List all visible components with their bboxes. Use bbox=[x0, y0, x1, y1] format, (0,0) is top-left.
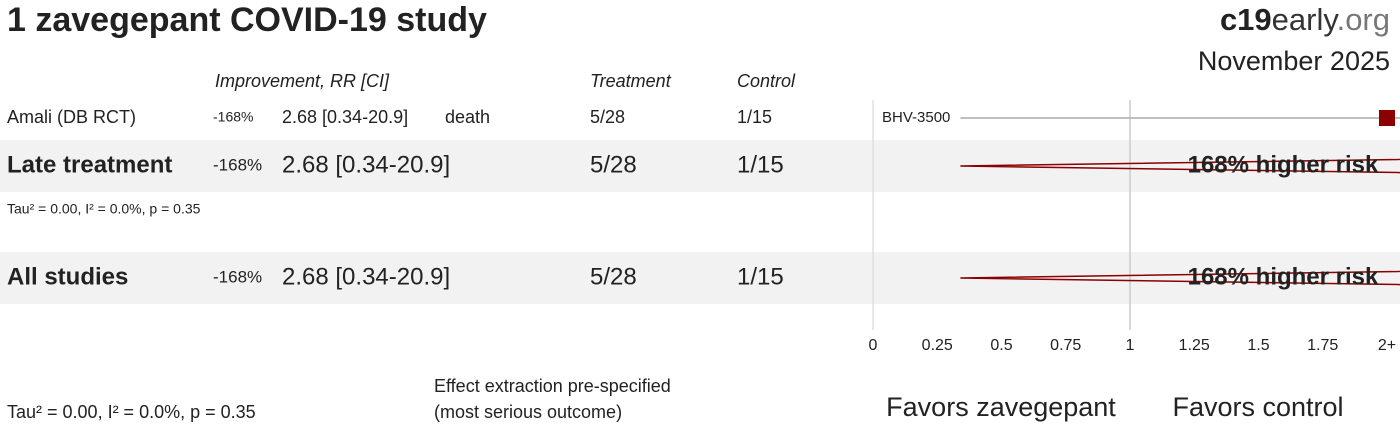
title: 1 zavegepant COVID-19 study bbox=[7, 1, 487, 39]
outcome: death bbox=[445, 107, 490, 127]
rr-ci: 2.68 [0.34-20.9] bbox=[282, 107, 408, 127]
effect-marker bbox=[1379, 110, 1395, 126]
summary-diamond bbox=[960, 270, 1400, 286]
x-tick-label: 0 bbox=[869, 337, 878, 354]
rr-ci: 2.68 [0.34-20.9] bbox=[282, 263, 450, 290]
favors-right: Favors control bbox=[1172, 392, 1343, 422]
improvement: -168% bbox=[213, 109, 253, 125]
row-stats: Tau² = 0.00, I² = 0.0%, p = 0.35 bbox=[7, 201, 201, 217]
control: 1/15 bbox=[737, 263, 784, 290]
rr-ci: 2.68 [0.34-20.9] bbox=[282, 151, 450, 178]
x-tick-label: 1.5 bbox=[1247, 337, 1269, 354]
note: Effect extraction pre-specified bbox=[434, 376, 671, 396]
note: (most serious outcome) bbox=[434, 402, 622, 422]
row-band bbox=[0, 252, 1400, 304]
row-name: Amali (DB RCT) bbox=[7, 107, 136, 127]
row-band bbox=[0, 140, 1400, 192]
plot-area bbox=[960, 110, 1400, 286]
x-tick-label: 1 bbox=[1126, 337, 1135, 354]
annotation: 168% higher risk bbox=[1188, 151, 1379, 178]
treatment: 5/28 bbox=[590, 151, 637, 178]
x-tick-label: 2+ bbox=[1378, 337, 1396, 354]
date: November 2025 bbox=[1198, 46, 1390, 76]
improvement: -168% bbox=[213, 155, 262, 174]
control: 1/15 bbox=[737, 107, 772, 127]
column-header: Treatment bbox=[590, 71, 672, 91]
column-header: Improvement, RR [CI] bbox=[215, 71, 390, 91]
x-tick-label: 0.25 bbox=[922, 337, 953, 354]
brand: c19early.org bbox=[1220, 2, 1390, 37]
x-tick-label: 1.25 bbox=[1179, 337, 1210, 354]
summary-diamond bbox=[960, 158, 1400, 174]
improvement: -168% bbox=[213, 267, 262, 286]
favors-left: Favors zavegepant bbox=[886, 392, 1116, 422]
column-header: Control bbox=[737, 71, 796, 91]
x-tick-label: 1.75 bbox=[1307, 337, 1338, 354]
footer-stats: Tau² = 0.00, I² = 0.0%, p = 0.35 bbox=[7, 402, 256, 422]
brand-part: .org bbox=[1337, 2, 1390, 37]
plot-label: BHV-3500 bbox=[882, 109, 950, 126]
brand-part: early bbox=[1272, 2, 1340, 37]
row-name: All studies bbox=[7, 263, 128, 290]
x-tick-label: 0.75 bbox=[1050, 337, 1081, 354]
brand-part: c19 bbox=[1220, 2, 1272, 37]
control: 1/15 bbox=[737, 151, 784, 178]
treatment: 5/28 bbox=[590, 107, 625, 127]
annotation: 168% higher risk bbox=[1188, 263, 1379, 290]
x-tick-label: 0.5 bbox=[990, 337, 1012, 354]
row-name: Late treatment bbox=[7, 151, 172, 178]
treatment: 5/28 bbox=[590, 263, 637, 290]
